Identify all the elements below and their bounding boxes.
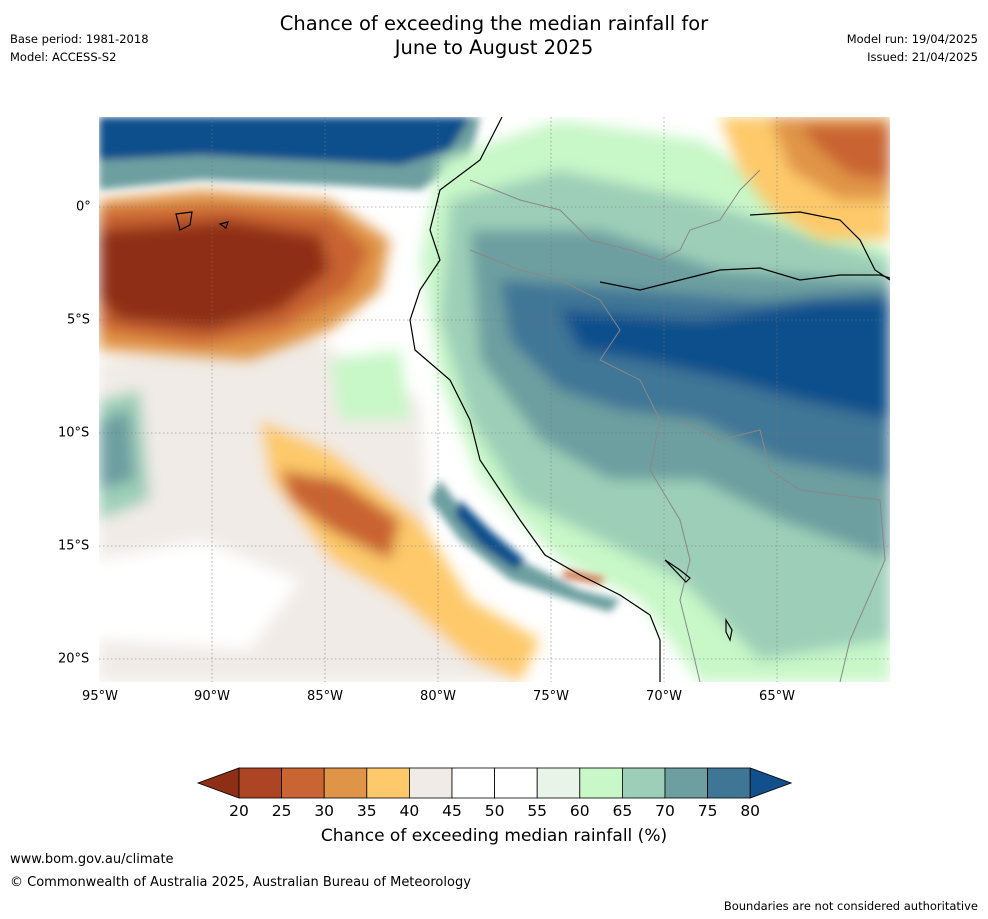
- colorbar-tick: 25: [271, 802, 292, 820]
- y-tick-20s: 20°S: [58, 651, 90, 667]
- colorbar-bin: [536, 767, 581, 799]
- base-period: Base period: 1981-2018: [10, 32, 149, 46]
- x-tick-90w: 90°W: [194, 689, 230, 704]
- model-name: Model: ACCESS-S2: [10, 50, 117, 64]
- colorbar-extend-high: [749, 767, 793, 799]
- colorbar-bin: [408, 767, 453, 799]
- colorbar-bin: [664, 767, 708, 799]
- footer-copyright: © Commonwealth of Australia 2025, Austra…: [10, 875, 471, 890]
- title-line-2: June to August 2025: [394, 36, 594, 59]
- meta-right: Model run: 19/04/2025 Issued: 21/04/2025: [847, 30, 978, 66]
- x-tick-70w: 70°W: [646, 689, 682, 704]
- x-tick-95w: 95°W: [82, 689, 118, 704]
- colorbar-tick: 80: [740, 802, 761, 820]
- colorbar-tick: 30: [314, 802, 335, 820]
- footer-note: Boundaries are not considered authoritat…: [723, 899, 978, 913]
- footer-url[interactable]: www.bom.gov.au/climate: [10, 852, 174, 867]
- colorbar-label: Chance of exceeding median rainfall (%): [320, 826, 668, 846]
- x-tick-80w: 80°W: [420, 689, 456, 704]
- colorbar-bin: [323, 767, 368, 799]
- colorbar-tick: 70: [655, 802, 675, 820]
- colorbar-tick: 60: [569, 802, 590, 820]
- model-run: Model run: 19/04/2025: [846, 32, 978, 46]
- y-tick-10s: 10°S: [58, 425, 90, 441]
- x-tick-85w: 85°W: [307, 689, 343, 704]
- colorbar: [196, 767, 793, 799]
- colorbar-tick: 65: [612, 802, 633, 820]
- colorbar-bin: [622, 767, 666, 799]
- colorbar-tick: 45: [442, 802, 462, 820]
- colorbar-tick: 50: [484, 802, 505, 820]
- colorbar-bin: [281, 767, 325, 799]
- issued-date: Issued: 21/04/2025: [867, 50, 978, 64]
- meta-left: Base period: 1981-2018 Model: ACCESS-S2: [10, 30, 149, 66]
- colorbar-bin: [238, 767, 282, 799]
- y-tick-15s: 15°S: [58, 538, 90, 554]
- colorbar-bin: [451, 767, 495, 799]
- colorbar-tick: 35: [356, 802, 377, 820]
- colorbar-bin: [707, 767, 751, 799]
- colorbar-bin: [494, 767, 538, 799]
- x-tick-75w: 75°W: [533, 689, 569, 704]
- colorbar-tick: 40: [399, 802, 420, 820]
- colorbar-extend-low: [196, 767, 240, 799]
- x-tick-65w: 65°W: [759, 689, 795, 704]
- colorbar-tick: 55: [527, 802, 548, 820]
- colorbar-tick: 75: [697, 802, 718, 820]
- colorbar-tick: 20: [229, 802, 249, 820]
- forecast-field: [99, 117, 890, 682]
- colorbar-bin: [366, 767, 410, 799]
- y-tick-0: 0°: [76, 199, 91, 215]
- map-title: Chance of exceeding the median rainfall …: [0, 12, 988, 60]
- colorbar-bin: [579, 767, 623, 799]
- title-line-1: Chance of exceeding the median rainfall …: [279, 12, 709, 35]
- y-tick-5s: 5°S: [67, 312, 91, 328]
